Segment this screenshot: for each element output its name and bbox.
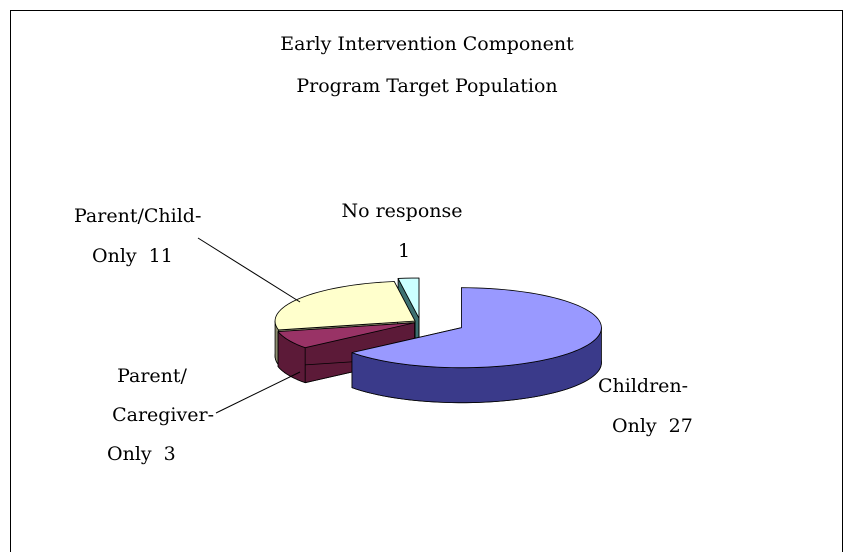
label-line: Only [107,443,152,465]
pie [274,277,602,404]
value-label: 3 [164,443,176,465]
slice-top [351,287,602,369]
slice-top [277,322,415,349]
slice-top [397,277,420,319]
slice-label: Parent/ Caregiver- [112,365,214,426]
value-label: 1 [398,240,410,262]
label-line: No response [341,200,462,222]
chart-title-line: Program Target Population [296,75,557,97]
leader-line [197,237,301,303]
slice-label: Parent/Child- Only 11 [74,205,207,267]
label-line: Only [92,245,137,267]
label-line: Caregiver- [112,404,214,426]
slice-label: Only 3 [107,443,176,465]
value-label: 27 [669,415,693,437]
slice-top [274,281,416,331]
slice-label: No response [341,200,462,222]
label-line: Parent/ [117,365,187,387]
chart-frame [10,10,843,552]
label-line: Only [612,415,657,437]
chart-title-line: Early Intervention Component [280,33,574,55]
slice-label: Children- Only 27 [598,375,694,437]
label-line: Children- [598,375,688,397]
leader-line [215,371,301,414]
label-line: Parent/Child- [74,205,201,227]
value-label: 11 [149,245,173,267]
